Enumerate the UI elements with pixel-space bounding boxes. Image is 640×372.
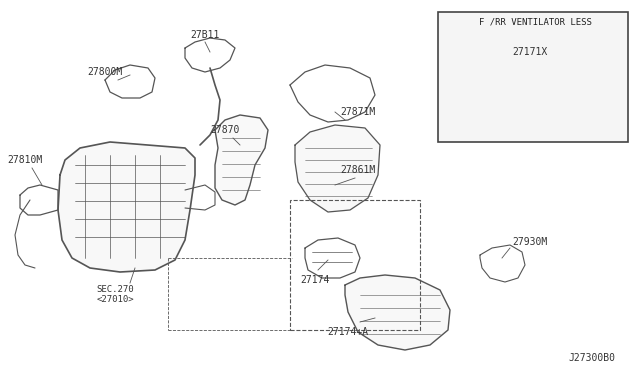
Polygon shape [507, 67, 557, 120]
Polygon shape [345, 275, 450, 350]
Text: 27174+A: 27174+A [328, 327, 369, 337]
Text: 27810M: 27810M [8, 155, 43, 165]
Text: SEC.270: SEC.270 [96, 285, 134, 295]
Text: 27871M: 27871M [340, 107, 376, 117]
Polygon shape [295, 125, 380, 212]
Text: <27010>: <27010> [96, 295, 134, 305]
Text: 27800M: 27800M [88, 67, 123, 77]
Bar [290, 200, 420, 330]
Bar [438, 12, 628, 142]
Text: F /RR VENTILATOR LESS: F /RR VENTILATOR LESS [479, 17, 591, 26]
Text: 27171X: 27171X [513, 47, 548, 57]
Text: 27930M: 27930M [513, 237, 548, 247]
Polygon shape [215, 115, 268, 205]
Text: J27300B0: J27300B0 [568, 353, 616, 363]
Text: 27870: 27870 [211, 125, 240, 135]
Text: 27174: 27174 [300, 275, 330, 285]
Polygon shape [58, 142, 195, 272]
Text: 27861M: 27861M [340, 165, 376, 175]
Text: 27B11: 27B11 [190, 30, 220, 40]
